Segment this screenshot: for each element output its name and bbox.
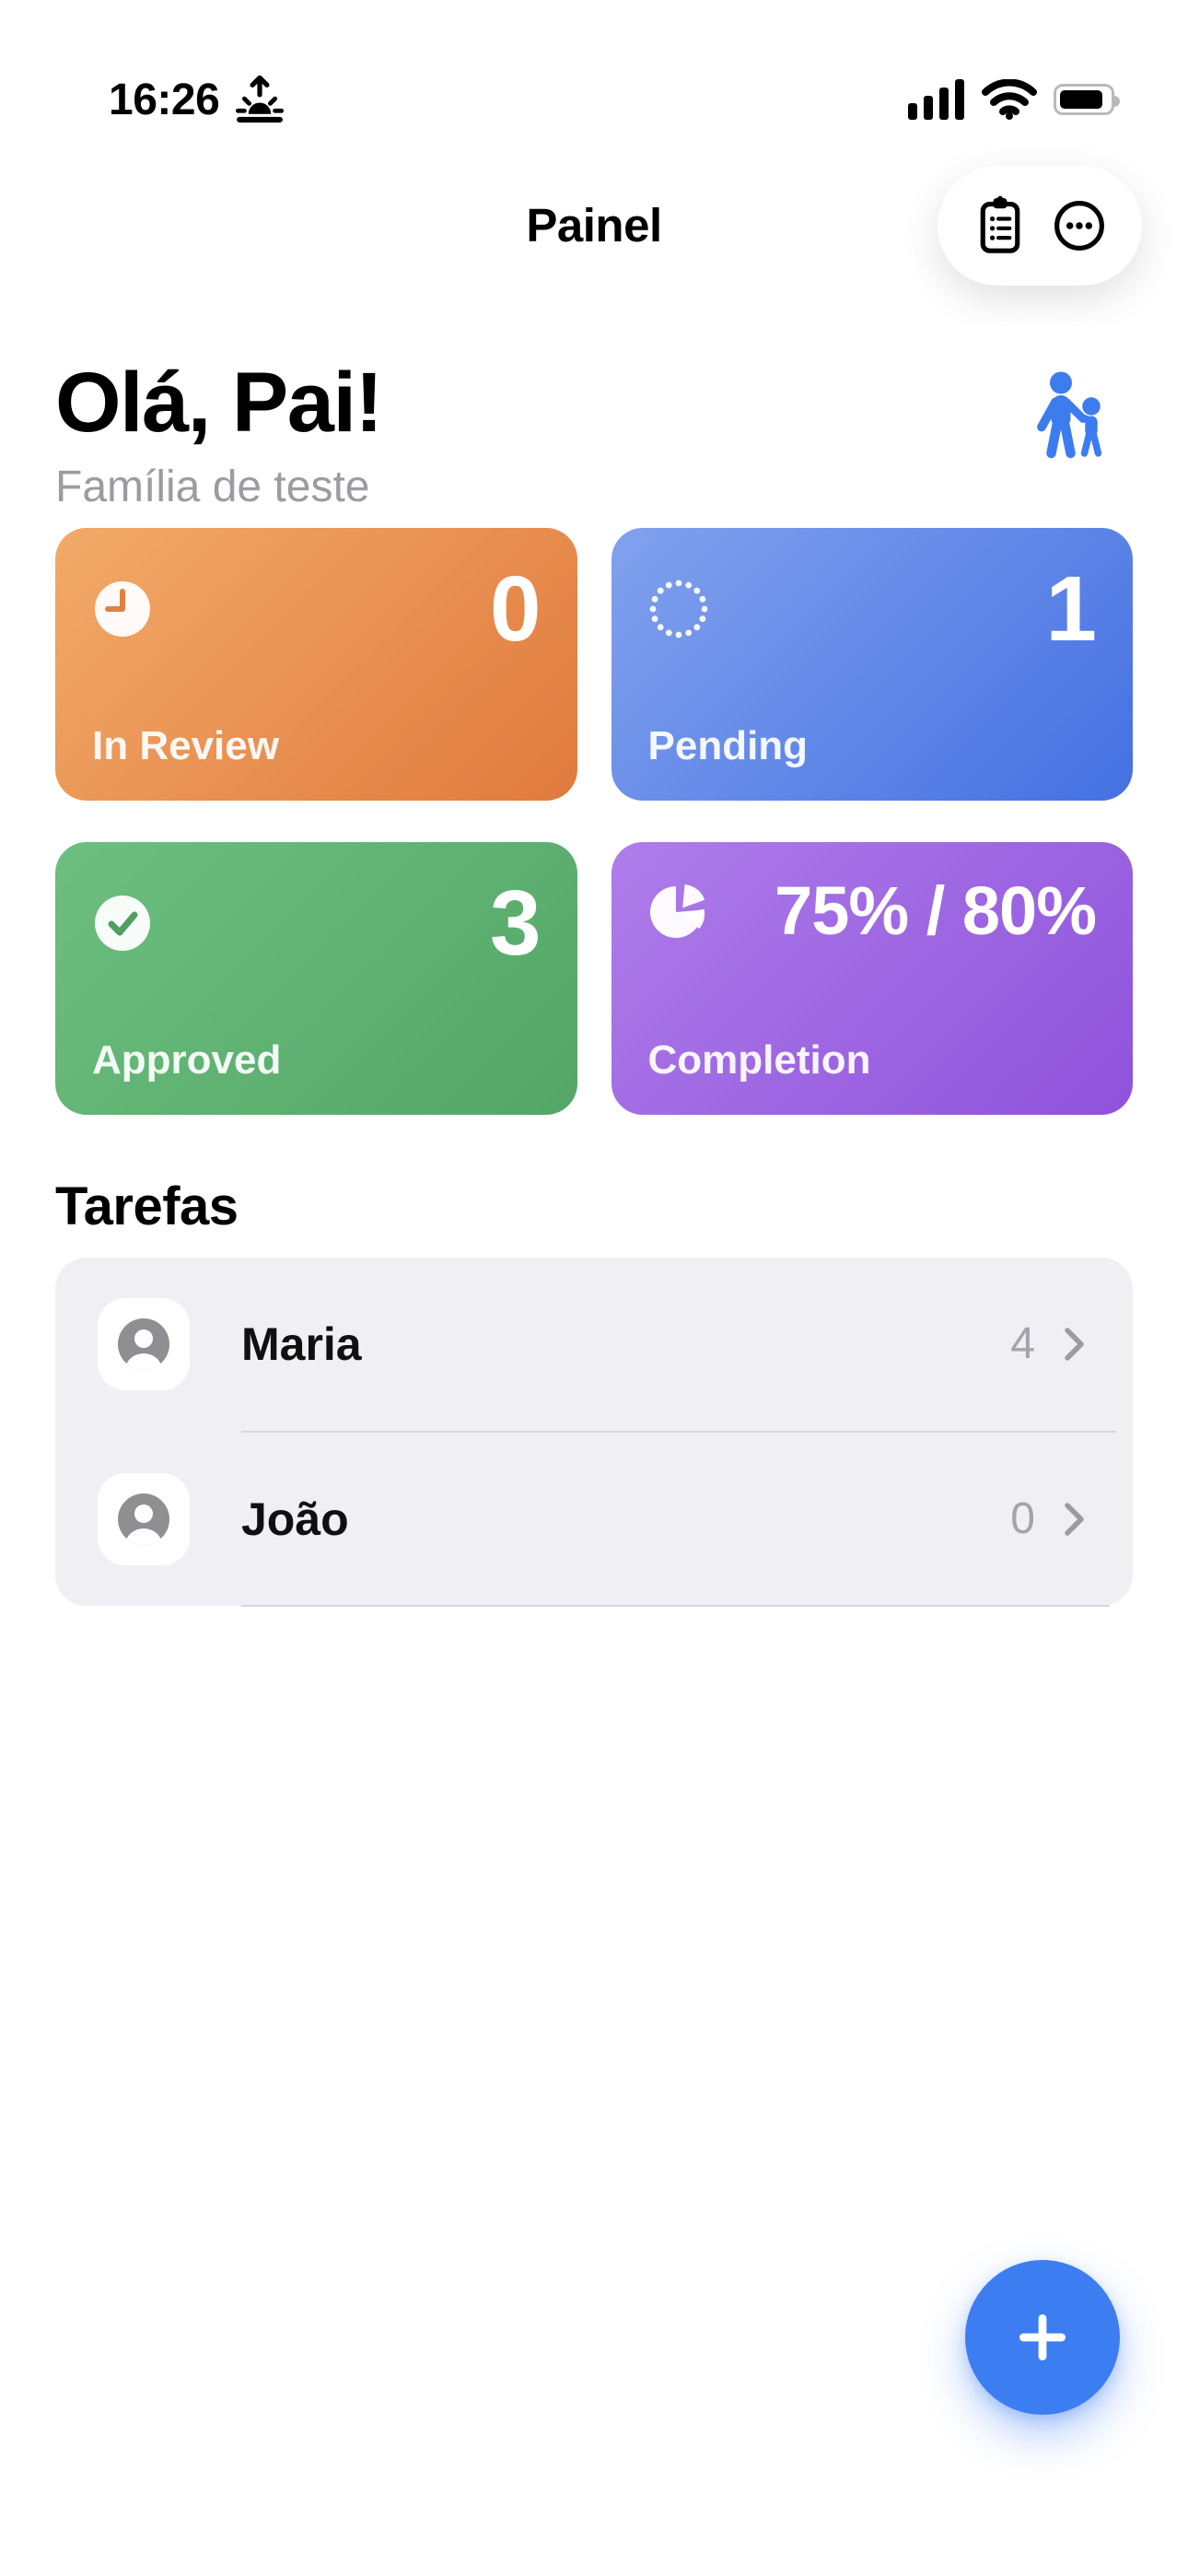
clipboard-list-icon (973, 195, 1028, 256)
stats-grid: 0 In Review 1 Pending (55, 527, 1133, 1115)
check-circle-icon (92, 893, 153, 954)
greeting-title: Olá, Pai! (55, 356, 383, 450)
greeting-subtitle: Família de teste (55, 463, 370, 512)
plus-icon (1012, 2307, 1073, 2368)
ellipsis-circle-icon (1052, 198, 1107, 253)
task-count-badge: 0 (1010, 1494, 1035, 1544)
sunrise-icon (234, 74, 285, 125)
stat-card-completion[interactable]: 75% / 80% Completion (611, 841, 1133, 1115)
task-count-badge: 4 (1010, 1319, 1035, 1369)
add-task-fab[interactable] (965, 2260, 1120, 2415)
task-member-name: João (241, 1493, 349, 1545)
pie-chart-icon (648, 881, 709, 942)
battery-icon (1054, 84, 1120, 115)
stat-value: 75% / 80% (775, 872, 1097, 949)
task-row-joao[interactable]: João 0 (55, 1433, 1133, 1606)
task-member-name: Maria (241, 1317, 362, 1370)
status-bar: 16:26 (0, 0, 1188, 147)
family-icon (1028, 370, 1116, 459)
stat-value: 1 (1045, 556, 1097, 661)
stat-value: 3 (489, 871, 542, 975)
stat-card-in-review[interactable]: 0 In Review (55, 527, 577, 801)
stat-card-approved[interactable]: 3 Approved (55, 841, 577, 1115)
chevron-right-icon (1063, 1499, 1087, 1540)
stat-label: Pending (647, 722, 809, 768)
stat-label: In Review (92, 722, 279, 768)
greeting-section: Olá, Pai! Família de teste (55, 357, 1133, 513)
nav-actions (938, 166, 1142, 286)
row-divider (241, 1604, 1110, 1607)
clock-icon (92, 579, 153, 639)
more-button[interactable] (1049, 195, 1110, 256)
stat-label: Completion (647, 1036, 871, 1083)
status-time: 16:26 (109, 75, 220, 124)
tasks-list: Maria 4 João 0 (55, 1257, 1133, 1607)
stat-label: Approved (92, 1036, 282, 1083)
task-row-maria[interactable]: Maria 4 (55, 1258, 1133, 1431)
nav-bar: Painel (0, 166, 1188, 286)
clipboard-button[interactable] (970, 195, 1031, 256)
stat-card-pending[interactable]: 1 Pending (611, 527, 1133, 801)
family-button[interactable] (1028, 370, 1116, 459)
page-title: Painel (526, 199, 662, 252)
wifi-icon (982, 79, 1037, 120)
avatar (98, 1472, 190, 1565)
tasks-section-title: Tarefas (55, 1176, 239, 1236)
dotted-circle-icon (648, 579, 709, 639)
stat-value: 0 (489, 556, 542, 661)
row-divider (241, 1430, 1116, 1433)
cellular-signal-icon (908, 79, 965, 120)
chevron-right-icon (1063, 1324, 1087, 1364)
avatar (98, 1297, 190, 1390)
